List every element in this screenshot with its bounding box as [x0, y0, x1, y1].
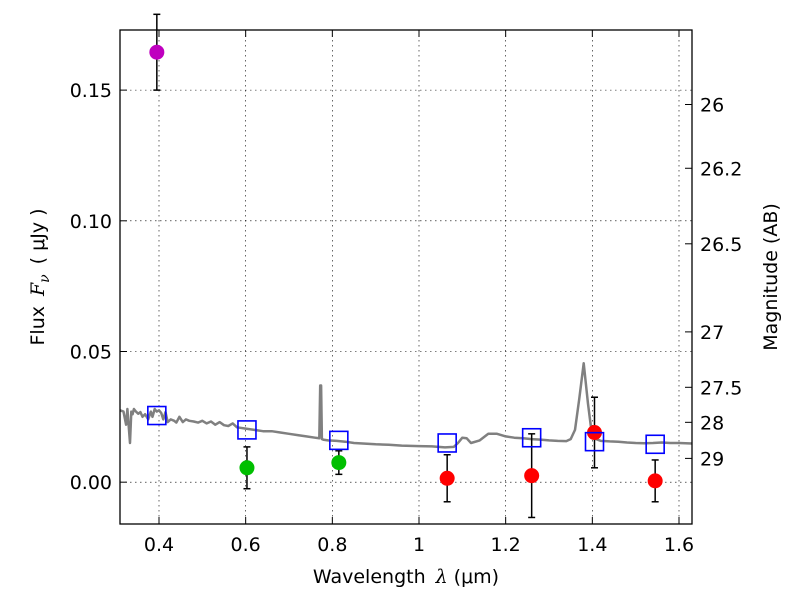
model-photometry-square [645, 434, 665, 455]
model-photometry-square [521, 427, 542, 448]
y-tick-label: 0.05 [70, 341, 112, 363]
data-point-red [647, 473, 663, 489]
y-axis-label-symbol-sub: ν [37, 274, 53, 283]
data-point-green [239, 460, 255, 476]
y-axis-label-text: Flux [27, 306, 49, 346]
model-spectrum [119, 362, 693, 449]
data-point-red [524, 468, 540, 484]
y2-tick-label: 28 [700, 412, 724, 434]
x-axis-label: Wavelength λ (μm) [313, 566, 499, 588]
model-photometry-square [237, 420, 257, 440]
model-photometry-square [584, 431, 605, 452]
model-photometry-square [437, 433, 457, 453]
y-tick-label: 0.10 [70, 211, 112, 233]
x-tick-label: 0.8 [317, 534, 347, 556]
y2-tick-label: 27 [700, 322, 724, 344]
data-point-red [439, 470, 455, 486]
y-axis-label-unit: ( μJy ) [27, 208, 49, 264]
x-axis-label-symbol: λ [435, 566, 448, 588]
plot-frame [119, 29, 693, 525]
y2-tick-label: 26.5 [700, 234, 742, 256]
grid [120, 30, 692, 524]
y-axis-label: Flux Fν ( μJy ) [27, 208, 53, 345]
y2-tick-label: 29 [700, 448, 724, 470]
axis-ticks: 0.4 0.6 0.8 1 1.2 1.4 1.6 0.00 0.05 0.10 0.15 26 26.… [70, 30, 742, 556]
x-tick-label: 0.6 [231, 534, 261, 556]
model-spectrum-line [119, 362, 693, 449]
y2-tick-label: 27.5 [700, 377, 742, 399]
x-tick-label: 0.4 [144, 534, 174, 556]
x-tick-label: 1 [413, 534, 425, 556]
x-axis-label-unit: (μm) [454, 566, 499, 588]
data-point-magenta [149, 44, 165, 60]
x-axis-label-text: Wavelength [313, 566, 426, 588]
data-markers [147, 44, 665, 489]
y2-tick-label: 26 [700, 94, 724, 116]
x-tick-label: 1.6 [664, 534, 694, 556]
y-tick-label: 0.15 [70, 80, 112, 102]
model-photometry-square [329, 430, 349, 451]
y2-tick-label: 26.2 [700, 158, 742, 180]
y-axis-label-symbol: F [27, 282, 49, 297]
y-tick-label: 0.00 [70, 472, 112, 494]
x-tick-label: 1.4 [577, 534, 607, 556]
data-point-green [331, 455, 347, 471]
x-tick-label: 1.2 [491, 534, 521, 556]
y2-axis-label: Magnitude (AB) [760, 203, 782, 351]
model-photometry-square [147, 405, 167, 426]
